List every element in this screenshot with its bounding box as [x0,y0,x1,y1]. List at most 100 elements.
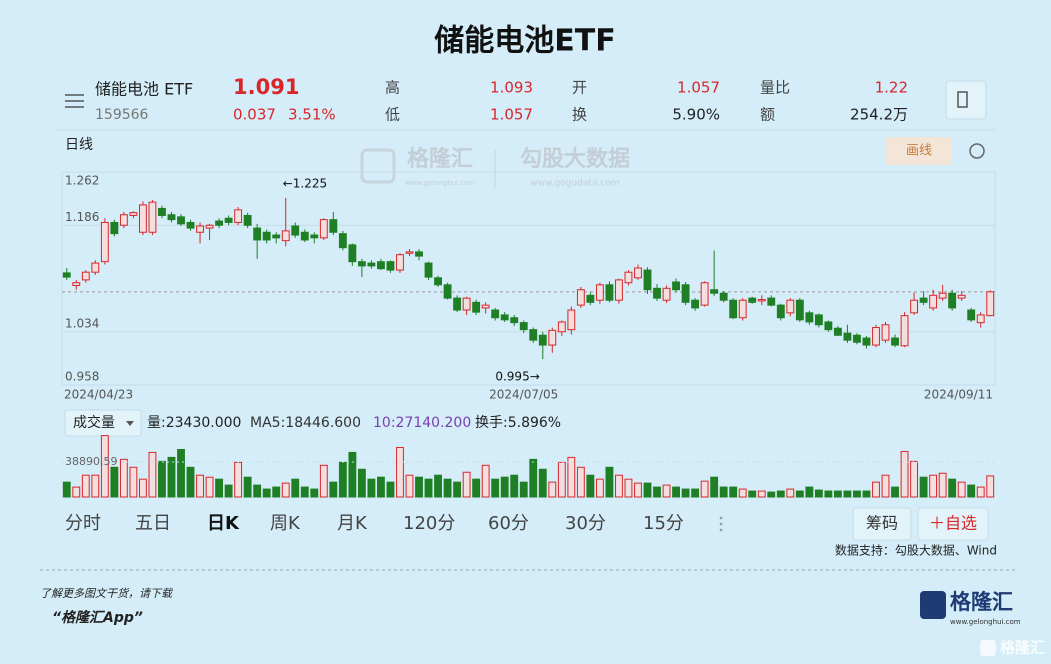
volume-bar [262,488,271,498]
more-icon[interactable] [719,516,723,532]
field-label: 换 [572,106,587,124]
candle-body [729,299,738,319]
download-prompt: 了解更多图文干货，请下载 [40,587,174,600]
volume-bar [434,474,442,498]
candle-body [91,262,100,273]
stock-name: 储能电池 ETF [95,80,193,99]
candle-body [738,299,747,319]
candle-body [567,309,576,331]
volume-bar [938,472,947,498]
volume-bar [634,482,642,498]
candle-body [919,297,928,303]
tab[interactable]: 五日 [135,513,171,534]
watermark-site: www.gelonghui.com [405,179,476,187]
volume-bar [291,478,300,498]
tab[interactable]: 日K [207,513,240,534]
candle-body [148,201,157,233]
turnover-value: 换手:5.896% [475,414,561,431]
x-tick-label: 2024/07/05 [489,388,558,402]
draw-button[interactable] [886,137,952,165]
volume-bar [424,478,433,498]
candle-body [872,327,880,346]
watermark-site: www.gogudata.com [530,179,619,189]
candle-body [529,329,538,341]
volume-bar [319,464,328,498]
volume-bar [510,474,519,498]
chips-button-label[interactable]: 筹码 [866,514,898,533]
tab[interactable]: 周K [270,513,301,534]
volume-bar [957,481,966,498]
candle-body [786,299,795,314]
candle-body [843,332,852,341]
change-pct: 3.51% [288,106,336,124]
candle-body [595,284,604,301]
volume-bar [786,488,795,498]
candle-body [434,277,442,286]
volume-bar [215,478,224,498]
volume-bar [643,482,652,498]
volume-bar [443,478,452,498]
candle-body [976,314,985,324]
candle-body [910,299,919,314]
candle-body [329,219,338,233]
volume-bar [986,475,995,498]
volume-bar [81,474,90,498]
volume-bar [148,451,157,498]
volume-bar [205,476,214,498]
landscape-button[interactable] [945,80,987,120]
volume-bar [72,486,81,498]
candle-body [853,334,861,343]
watch-button[interactable] [917,507,989,541]
volume-bar [586,474,595,498]
candle-body [929,294,938,309]
menu-icon[interactable] [65,94,84,108]
y-tick-label: 1.262 [65,174,99,188]
settings-icon[interactable] [969,143,985,159]
y-tick-label: 1.034 [65,316,99,330]
volume-tick-label: 38890.59 [65,455,118,468]
chips-button[interactable] [852,507,912,541]
candle-body [824,321,833,331]
candle-body [681,284,690,303]
candle-body [710,289,719,294]
tab[interactable]: 60分 [488,513,529,534]
candle-body [519,322,528,331]
tab[interactable]: 月K [337,513,368,534]
candle-body [224,217,233,223]
tab[interactable]: 15分 [643,513,684,534]
volume-bar [729,486,738,498]
candle-body [491,309,500,319]
volume-bar [500,476,509,498]
tab[interactable]: 120分 [403,513,455,534]
candle-body [691,299,700,309]
candle-body [396,254,404,271]
watermark-logo [360,148,396,184]
candle-body [643,269,652,291]
tab[interactable]: 分时 [65,513,101,534]
volume-bar [576,466,585,498]
candle-body [967,309,976,321]
field-value: 1.093 [490,79,533,97]
candle-body [814,314,823,326]
volume-bar [843,490,852,498]
volume-bar [129,466,138,498]
candle-body [510,317,519,324]
candle-body [348,244,357,263]
candle-body [748,297,757,303]
candle-body [805,312,814,323]
logo-mark [920,591,946,619]
volume-bar [805,486,814,498]
candle-body [386,261,395,271]
candle-body [310,234,319,239]
candle-body [319,219,328,239]
volume-bar [881,474,890,498]
candle-body [357,261,366,267]
tab[interactable]: 30分 [565,513,606,534]
dropdown-arrow [126,421,134,426]
watch-button-label[interactable]: ＋自选 [929,514,977,533]
candle-body [538,334,547,346]
data-source: 数据支持：勾股大数据、Wind [835,543,997,558]
volume-bar [529,458,538,498]
high-annotation: ←1.225 [283,176,327,190]
indicator-label: 成交量 [73,414,115,431]
